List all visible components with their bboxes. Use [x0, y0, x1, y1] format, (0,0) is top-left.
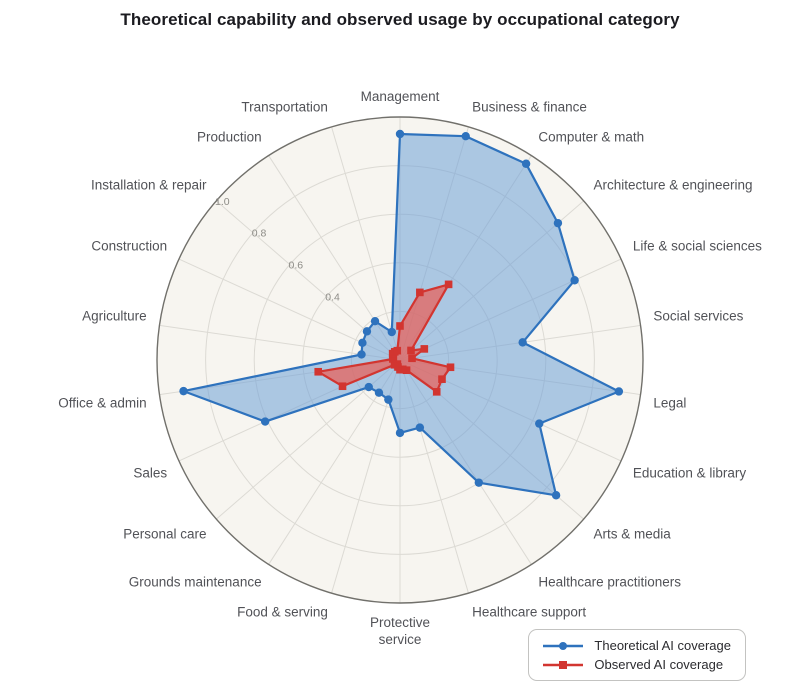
data-point	[438, 375, 446, 383]
axis-label-grounds-maintenance: Grounds maintenance	[129, 574, 262, 589]
data-point	[384, 395, 393, 404]
axis-label-construction: Construction	[91, 239, 167, 254]
data-point	[535, 419, 544, 428]
legend: Theoretical AI coverage Observed AI cove…	[528, 629, 746, 681]
axis-label-computer-math: Computer & math	[538, 130, 644, 145]
axis-label-legal: Legal	[653, 395, 686, 410]
observed-series-swatch-icon	[543, 660, 584, 669]
axis-label-office-admin: Office & admin	[58, 395, 146, 410]
data-point	[432, 388, 441, 396]
data-point	[461, 131, 470, 141]
data-point	[179, 386, 188, 396]
legend-item-theoretical: Theoretical AI coverage	[541, 638, 731, 653]
data-point	[416, 288, 424, 297]
data-point	[314, 367, 323, 376]
data-point	[395, 129, 405, 139]
data-point	[374, 388, 384, 397]
data-point	[260, 417, 270, 426]
data-point	[357, 350, 366, 359]
data-point	[362, 327, 372, 336]
axis-label-healthcare-support: Healthcare support	[472, 605, 586, 620]
data-point	[553, 218, 563, 228]
axis-label-transportation: Transportation	[241, 99, 328, 114]
axis-label-food-serving: Food & serving	[237, 605, 328, 620]
data-point	[518, 338, 527, 347]
data-point	[364, 382, 373, 392]
axis-label-sales: Sales	[133, 465, 167, 480]
axis-label-healthcare-practitioners: Healthcare practitioners	[538, 574, 681, 589]
legend-item-observed: Observed AI coverage	[541, 657, 731, 672]
data-point	[551, 491, 561, 500]
data-point	[393, 346, 402, 355]
data-point	[395, 428, 405, 438]
data-point	[370, 316, 380, 326]
axis-label-education-library: Education & library	[633, 465, 747, 480]
chart-title: Theoretical capability and observed usag…	[120, 10, 680, 29]
data-point	[338, 382, 347, 391]
data-point	[396, 322, 404, 330]
data-point	[358, 338, 367, 348]
axis-label-social-services: Social services	[653, 309, 743, 324]
data-point	[415, 423, 425, 432]
axis-label-installation-repair: Installation & repair	[91, 177, 207, 192]
axis-label-management: Management	[361, 89, 440, 104]
radial-tick-label: 0.6	[289, 260, 304, 272]
radial-tick-label: 0.4	[325, 291, 340, 303]
axis-label-agriculture: Agriculture	[82, 309, 147, 324]
axis-label-architecture-engineering: Architecture & engineering	[593, 177, 752, 192]
theoretical-series-swatch-icon	[543, 641, 584, 650]
axis-label-protective-service: Protective service	[370, 615, 430, 647]
data-point	[390, 360, 399, 369]
data-point	[402, 366, 411, 375]
data-point	[570, 276, 579, 285]
legend-label-observed: Observed AI coverage	[594, 657, 724, 672]
data-point	[420, 345, 429, 353]
axis-label-arts-media: Arts & media	[593, 527, 671, 542]
outer-ring	[156, 116, 644, 604]
axis-label-business-finance: Business & finance	[472, 99, 587, 114]
axis-label-life-social-sciences: Life & social sciences	[633, 239, 762, 254]
legend-label-theoretical: Theoretical AI coverage	[594, 638, 731, 653]
data-point	[614, 387, 624, 396]
radial-tick-label: 1.0	[215, 196, 230, 208]
axis-label-production: Production	[197, 130, 262, 145]
radial-tick-label: 0.8	[252, 228, 267, 240]
axis-label-personal-care: Personal care	[123, 527, 206, 542]
data-point	[446, 363, 455, 372]
data-point	[408, 354, 416, 363]
data-point	[387, 327, 396, 337]
data-point	[407, 346, 415, 355]
data-point	[444, 280, 453, 289]
data-point	[474, 478, 484, 487]
grid-spoke	[331, 126, 401, 361]
data-point	[521, 159, 531, 168]
